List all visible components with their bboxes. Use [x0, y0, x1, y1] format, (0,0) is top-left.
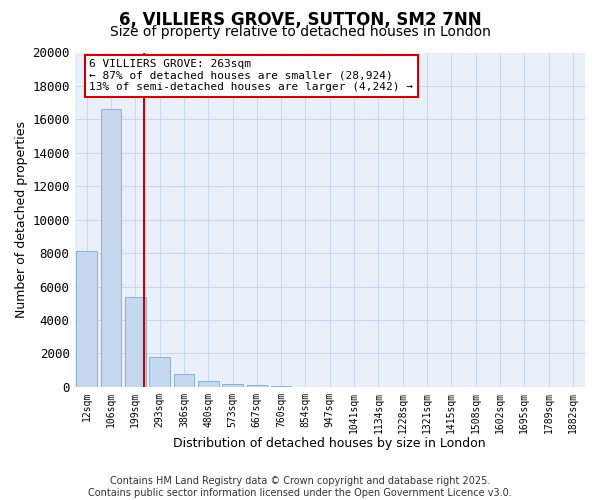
- Y-axis label: Number of detached properties: Number of detached properties: [15, 121, 28, 318]
- Bar: [101, 110, 121, 387]
- Bar: [76, 252, 97, 387]
- Bar: [149, 357, 170, 387]
- Text: Contains HM Land Registry data © Crown copyright and database right 2025.
Contai: Contains HM Land Registry data © Crown c…: [88, 476, 512, 498]
- Text: Size of property relative to detached houses in London: Size of property relative to detached ho…: [110, 25, 490, 39]
- Bar: [271, 386, 292, 387]
- Bar: [198, 381, 218, 387]
- Bar: [247, 385, 267, 387]
- Bar: [125, 296, 146, 387]
- X-axis label: Distribution of detached houses by size in London: Distribution of detached houses by size …: [173, 437, 486, 450]
- Bar: [173, 374, 194, 387]
- Text: 6 VILLIERS GROVE: 263sqm
← 87% of detached houses are smaller (28,924)
13% of se: 6 VILLIERS GROVE: 263sqm ← 87% of detach…: [89, 59, 413, 92]
- Bar: [222, 384, 243, 387]
- Text: 6, VILLIERS GROVE, SUTTON, SM2 7NN: 6, VILLIERS GROVE, SUTTON, SM2 7NN: [119, 12, 481, 30]
